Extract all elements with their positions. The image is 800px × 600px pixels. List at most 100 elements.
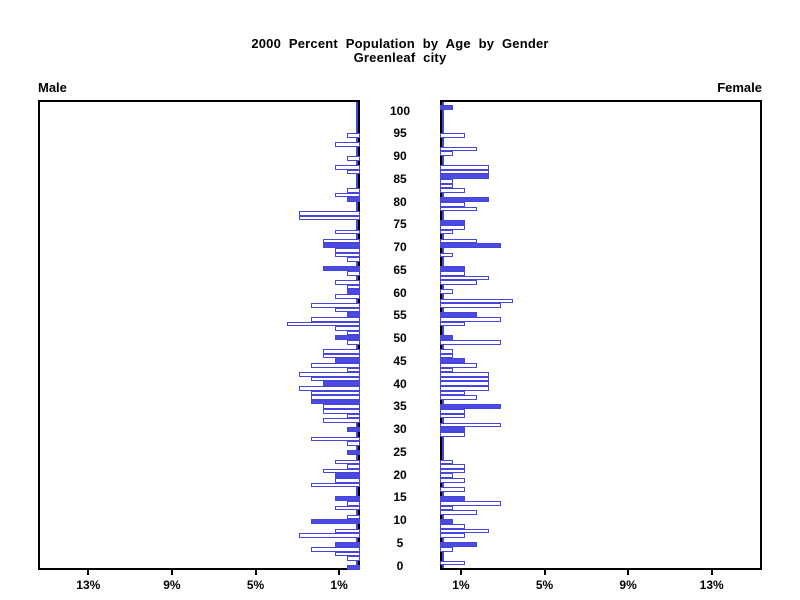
female-bar-age-86 — [440, 169, 490, 175]
male-bar-age-4 — [310, 547, 360, 552]
female-bar-age-79 — [440, 202, 466, 207]
male-bar-age-34 — [323, 409, 360, 414]
female-bar-age-49 — [440, 340, 501, 345]
male-bar-age-41 — [310, 376, 360, 382]
female-bar-age-87 — [440, 165, 490, 170]
male-bar-age-61 — [347, 284, 360, 290]
male-pct-tick-5 — [254, 570, 257, 575]
male-panel-label: Male — [38, 80, 67, 95]
male-bar-age-87 — [334, 165, 360, 170]
female-bar-age-62 — [440, 280, 477, 285]
female-bar-age-45 — [440, 358, 466, 363]
male-bar-age-44 — [310, 363, 360, 368]
female-bar-age-12 — [440, 510, 477, 515]
female-bar-age-71 — [440, 238, 477, 244]
female-bar-age-22 — [440, 464, 466, 469]
female-bar-age-21 — [440, 468, 466, 474]
male-bar-age-52 — [334, 326, 360, 331]
male-bar-age-19 — [334, 478, 360, 483]
male-pct-tick-1 — [338, 570, 341, 575]
male-bar-age-10 — [310, 519, 360, 524]
female-zero-axis-line — [442, 102, 444, 568]
female-bar-age-23 — [440, 459, 453, 465]
male-bar-age-14 — [347, 501, 360, 506]
male-bar-age-18 — [310, 482, 360, 488]
male-pct-tick-label-5: 5% — [246, 578, 265, 592]
female-bar-age-20 — [440, 473, 453, 478]
male-bar-age-53 — [286, 321, 360, 327]
male-bar-age-47 — [323, 349, 360, 354]
female-bar-age-75 — [440, 220, 466, 225]
female-bar-age-57 — [440, 303, 501, 308]
female-bar-age-50 — [440, 335, 453, 340]
male-bar-age-51 — [347, 330, 360, 336]
age-tick-label-25: 25 — [393, 444, 407, 459]
female-bar-age-46 — [440, 353, 453, 359]
female-bar-age-39 — [440, 386, 490, 391]
male-bar-age-60 — [347, 289, 360, 294]
male-pct-tick-label-1: 1% — [330, 578, 348, 592]
male-bar-age-30 — [347, 427, 360, 432]
male-bar-age-5 — [334, 542, 360, 547]
male-bar-age-36 — [310, 399, 360, 405]
male-bar-age-39 — [299, 386, 360, 391]
female-bar-age-85 — [440, 174, 490, 179]
age-tick-label-90: 90 — [393, 149, 407, 163]
male-bar-age-49 — [347, 340, 360, 345]
female-bar-age-42 — [440, 372, 490, 377]
female-bar-age-9 — [440, 524, 466, 529]
female-pct-tick-label-9: 9% — [619, 578, 637, 592]
female-bar-age-70 — [440, 243, 501, 248]
male-bar-age-0 — [347, 565, 360, 570]
female-bar-age-15 — [440, 496, 466, 501]
male-bar-age-43 — [347, 367, 360, 373]
female-bar-age-80 — [440, 197, 490, 202]
age-tick-label-100: 100 — [389, 103, 411, 118]
female-bar-age-91 — [440, 146, 477, 152]
male-bar-age-33 — [347, 413, 360, 419]
male-bar-age-25 — [347, 450, 360, 455]
male-bar-age-20 — [334, 473, 360, 478]
age-tick-label-0: 0 — [396, 558, 404, 573]
male-bar-age-37 — [310, 395, 360, 400]
male-bar-age-77 — [299, 211, 360, 216]
female-bar-age-53 — [440, 321, 466, 327]
age-tick-label-85: 85 — [393, 171, 407, 186]
male-bar-age-42 — [299, 372, 360, 377]
male-bar-age-2 — [347, 556, 360, 561]
age-tick-label-75: 75 — [393, 217, 407, 232]
male-bar-age-11 — [347, 514, 360, 520]
female-bar-age-64 — [440, 271, 466, 276]
female-pct-tick-9 — [627, 570, 630, 575]
female-bar-age-41 — [440, 376, 490, 382]
male-bar-age-46 — [323, 353, 360, 359]
female-bar-age-74 — [440, 225, 466, 230]
female-pct-tick-label-5: 5% — [535, 578, 554, 592]
male-bar-age-56 — [334, 307, 360, 313]
male-bar-age-67 — [347, 257, 360, 262]
female-bar-age-90 — [440, 151, 453, 156]
age-tick-label-15: 15 — [393, 490, 407, 505]
male-bar-age-59 — [334, 294, 360, 299]
male-bar-age-64 — [347, 271, 360, 276]
male-bar-age-76 — [299, 215, 360, 221]
female-bar-age-5 — [440, 542, 477, 547]
male-bar-age-92 — [334, 142, 360, 147]
male-bar-age-94 — [347, 133, 360, 138]
female-bar-age-73 — [440, 229, 453, 235]
male-bar-age-86 — [347, 169, 360, 175]
male-pct-tick-9 — [170, 570, 173, 575]
female-pct-tick-13 — [710, 570, 713, 575]
female-bar-age-17 — [440, 487, 466, 492]
female-bar-age-13 — [440, 505, 453, 511]
male-bar-age-82 — [347, 188, 360, 193]
age-tick-label-45: 45 — [393, 353, 407, 368]
male-bar-age-22 — [347, 464, 360, 469]
male-pct-tick-13 — [87, 570, 90, 575]
male-bar-age-70 — [323, 243, 360, 248]
female-bar-age-78 — [440, 206, 477, 212]
female-bar-age-82 — [440, 188, 466, 193]
female-bar-age-34 — [440, 409, 466, 414]
female-bar-age-84 — [440, 179, 453, 184]
